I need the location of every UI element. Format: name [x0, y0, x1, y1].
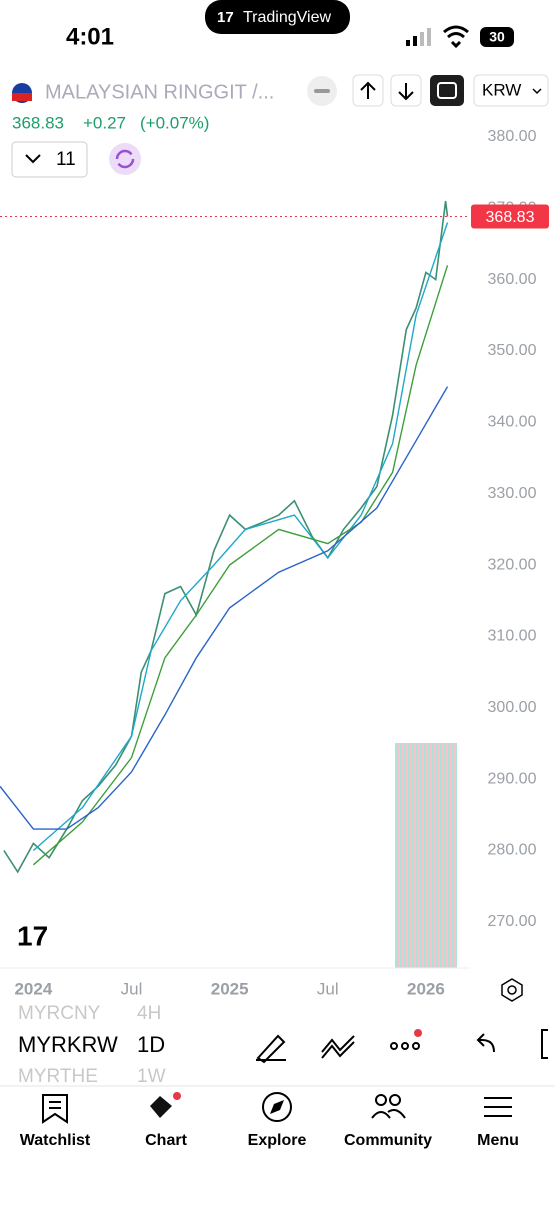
- x-tick-label: 2024: [14, 979, 52, 998]
- compare-glyph: [437, 82, 457, 99]
- currency: KRW: [482, 80, 521, 99]
- draw-tool[interactable]: [256, 1034, 286, 1064]
- more-tools[interactable]: [390, 1042, 420, 1050]
- interval[interactable]: 4H: [137, 1003, 161, 1024]
- symbol-name[interactable]: MALAYSIAN RINGGIT /...: [45, 81, 274, 103]
- chart: 380.00370.00360.00350.00340.00330.00320.…: [0, 128, 549, 998]
- y-tick-label: 350.00: [488, 342, 537, 359]
- interval[interactable]: 1D: [137, 1032, 165, 1057]
- signal-icon: [406, 28, 431, 46]
- change: +0.27: [83, 113, 126, 132]
- symbol[interactable]: MYRTHE: [18, 1066, 98, 1087]
- change-pct: (+0.07%): [140, 113, 209, 132]
- brand-pill: [205, 0, 350, 34]
- notify-dot: [414, 1029, 422, 1037]
- battery: [480, 27, 514, 47]
- trend-tool[interactable]: [321, 1035, 355, 1059]
- menu-icon[interactable]: [484, 1097, 512, 1117]
- brand-name: TradingView: [243, 9, 331, 26]
- y-tick-label: 360.00: [488, 271, 537, 288]
- x-tick-label: 2026: [407, 979, 445, 998]
- chart-icon[interactable]: [150, 1096, 172, 1118]
- redo-button[interactable]: [541, 1029, 548, 1059]
- tab-label[interactable]: Explore: [248, 1132, 307, 1149]
- explore-icon[interactable]: [262, 1092, 292, 1122]
- indicator-count: 11: [56, 149, 76, 170]
- currency-dropdown[interactable]: [473, 74, 549, 107]
- y-tick-label: 270.00: [488, 913, 537, 930]
- symbol-list: MYRCNY 4H MYRKRW 1D MYRTHE 1W: [0, 1003, 230, 1088]
- toggle-caret: [25, 154, 41, 164]
- community-icon[interactable]: [371, 1094, 406, 1119]
- symbol[interactable]: MYRKRW: [18, 1032, 118, 1057]
- tab-label[interactable]: Community: [344, 1132, 432, 1149]
- y-tick-label: 380.00: [488, 128, 537, 145]
- series-line: [0, 386, 449, 830]
- settings-icon[interactable]: [501, 978, 523, 1002]
- series-line: [32, 265, 449, 866]
- flag-stripe: [12, 93, 32, 101]
- y-tick-label: 320.00: [488, 556, 537, 573]
- interval[interactable]: 1W: [137, 1066, 166, 1087]
- dropdown-caret: [532, 88, 542, 95]
- compare-button[interactable]: [430, 75, 464, 106]
- y-tick-label: 330.00: [488, 485, 537, 502]
- x-tick-label: Jul: [317, 979, 339, 998]
- volume-bars: [395, 743, 457, 968]
- tab-label[interactable]: Menu: [477, 1132, 519, 1149]
- tab-label[interactable]: Chart: [145, 1132, 187, 1149]
- series-line: [3, 200, 449, 874]
- price: 368.83: [12, 113, 64, 132]
- price-label-box: [471, 204, 549, 229]
- explore-needle: [270, 1100, 284, 1114]
- chart-dot: [173, 1092, 181, 1100]
- watermark-logo: 17: [17, 920, 48, 951]
- symbol[interactable]: MYRCNY: [18, 1003, 101, 1024]
- undo-button[interactable]: [476, 1033, 495, 1053]
- tab-bar: Watchlist Chart Explore Community Menu: [20, 1132, 519, 1149]
- settings-dot: [507, 985, 517, 995]
- wifi-icon: [443, 25, 469, 49]
- refresh-button[interactable]: [109, 143, 141, 175]
- indicators-toggle[interactable]: [11, 141, 88, 178]
- list-fade-mask: [0, 1086, 230, 1088]
- y-tick-label: 310.00: [488, 628, 537, 645]
- watchlist-icon[interactable]: [42, 1094, 68, 1124]
- y-tick-label: 340.00: [488, 414, 537, 431]
- brand-logo: 17: [217, 9, 234, 26]
- refresh-glyph: [115, 149, 135, 169]
- up-arrow: [360, 81, 376, 99]
- tab-label[interactable]: Watchlist: [20, 1132, 91, 1149]
- status-time: 4:01: [66, 23, 114, 50]
- minus-glyph: [314, 89, 330, 93]
- series-line: [32, 222, 449, 852]
- y-tick-label: 280.00: [488, 842, 537, 859]
- x-tick-label: Jul: [121, 979, 143, 998]
- battery-level: 30: [489, 29, 505, 45]
- x-tick-label: 2025: [211, 979, 249, 998]
- y-tick-label: 290.00: [488, 770, 537, 787]
- price-label: 368.83: [486, 209, 535, 226]
- down-arrow: [398, 83, 414, 101]
- y-tick-label: 300.00: [488, 699, 537, 716]
